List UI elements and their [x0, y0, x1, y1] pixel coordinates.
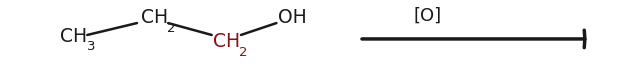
Text: OH: OH	[278, 8, 307, 27]
Text: 3: 3	[86, 40, 95, 53]
Text: CH: CH	[141, 8, 169, 27]
Text: CH: CH	[213, 32, 240, 51]
Text: 2: 2	[239, 46, 248, 59]
Text: 2: 2	[168, 22, 176, 35]
Text: CH: CH	[61, 27, 88, 46]
Text: [O]: [O]	[414, 7, 442, 25]
